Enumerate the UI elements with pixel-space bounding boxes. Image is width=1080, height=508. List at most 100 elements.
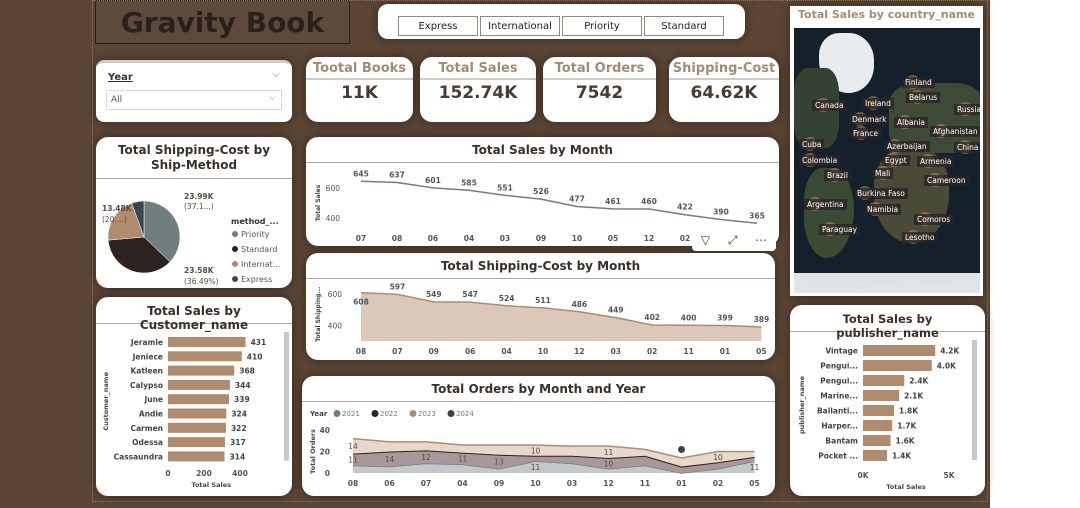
orders-card: Total Orders by Month and Year Year 2021 2…	[302, 376, 775, 496]
map-country-label[interactable]: Cameroon	[924, 175, 969, 186]
bar	[168, 337, 246, 347]
bar-value: 368	[239, 367, 255, 376]
pie-pct: (36.49%)	[184, 277, 219, 286]
data-label: 365	[749, 211, 765, 220]
legend-marker	[232, 276, 238, 282]
data-label: 10	[604, 459, 614, 468]
bar-value: 324	[231, 410, 247, 419]
slicer-priority[interactable]: Priority	[562, 16, 642, 36]
map-country-label[interactable]: Afghanistan	[930, 126, 980, 137]
bar-category: Carmen	[130, 424, 163, 433]
slicer-international[interactable]: International	[480, 16, 560, 36]
more-options-icon[interactable]: ⋯	[755, 233, 768, 247]
area-2023	[353, 438, 755, 467]
bar	[863, 435, 891, 446]
data-label: 11	[750, 463, 760, 472]
x-tick: 200	[196, 469, 212, 478]
map-country-label[interactable]: Paraguay	[819, 224, 861, 235]
slicer-express[interactable]: Express	[398, 16, 478, 36]
x-tick: 06	[428, 234, 438, 243]
dashboard-title: Gravity Book	[95, 0, 350, 44]
legend-item: 2024	[456, 410, 474, 418]
bar	[168, 394, 230, 405]
map-country-label[interactable]: Namibia	[864, 204, 902, 215]
y-tick: 600	[328, 290, 343, 299]
data-label: 526	[533, 187, 549, 196]
map-country-label[interactable]: Belarus	[906, 92, 941, 103]
slicer-standard[interactable]: Standard	[644, 16, 724, 36]
map-view[interactable]: Finland Canada Ireland Belarus Russia Denmark…	[794, 28, 980, 293]
kpi-label: Total Sales	[420, 57, 536, 80]
map-country-label[interactable]: Brazil	[824, 170, 851, 181]
map-country-label[interactable]: Cuba	[799, 139, 825, 150]
bar	[863, 360, 932, 371]
line-2023	[352, 437, 755, 459]
data-label: 402	[644, 313, 660, 322]
map-country-label[interactable]: France	[850, 128, 881, 139]
scrollbar[interactable]	[284, 332, 289, 461]
pie-label: 23.99K	[184, 192, 215, 201]
map-country-label[interactable]: Denmark	[849, 114, 890, 125]
bar-category: Jeramie	[130, 338, 163, 347]
kpi-label: Tootal Books	[306, 57, 413, 80]
map-country-label[interactable]: Lesotho	[902, 232, 938, 243]
pie-slice-priority	[143, 200, 181, 263]
ship-method-slicer: Express International Priority Standard	[378, 4, 745, 39]
data-label: 551	[497, 183, 513, 192]
scrollbar[interactable]	[972, 340, 977, 460]
map-country-label[interactable]: Mali	[872, 168, 894, 179]
pie-title: Total Shipping-Cost by Ship-Method	[96, 137, 292, 179]
kpi-total-books: Tootal Books 11K	[306, 57, 413, 122]
x-tick: 09	[429, 347, 439, 356]
pie-card: Total Shipping-Cost by Ship-Method 23.99…	[96, 137, 292, 288]
y-tick: 0	[325, 469, 330, 478]
kpi-shipping-cost: Shipping-Cost 64.62K	[669, 57, 779, 122]
map-country-label[interactable]: Colombia	[799, 155, 841, 166]
map-country-label[interactable]: Argentina	[804, 199, 847, 210]
data-label: 460	[641, 197, 657, 206]
y-axis-label: Total Sales	[315, 184, 322, 221]
sales-line	[360, 180, 758, 224]
map-country-label[interactable]: China	[954, 142, 980, 153]
chevron-down-icon[interactable]: ⌵	[272, 69, 280, 80]
pie-legend-item: Priority	[241, 230, 270, 239]
year-slicer: Year ⌵ All ⌵	[96, 60, 292, 122]
x-tick: 0	[165, 469, 170, 478]
map-country-label[interactable]: Egypt	[882, 155, 910, 166]
map-country-label[interactable]: Azerbaijan	[884, 141, 930, 152]
kpi-label: Shipping-Cost	[669, 57, 779, 80]
antarctica	[794, 273, 980, 293]
sales-month-title: Total Sales by Month	[306, 137, 779, 163]
x-tick: 05	[749, 479, 759, 488]
bar-category: Andie	[139, 410, 163, 419]
bar-category: Pengui...	[820, 377, 858, 386]
x-tick: 08	[348, 479, 358, 488]
x-tick: 04	[464, 234, 474, 243]
map-country-label[interactable]: Comoros	[914, 214, 954, 225]
y-tick: 20	[320, 448, 330, 457]
shipping-area	[361, 292, 762, 341]
data-label: 486	[572, 300, 588, 309]
filter-icon[interactable]: ▽	[700, 233, 711, 247]
x-tick: 08	[392, 234, 402, 243]
focus-mode-icon[interactable]: ⤢	[727, 232, 738, 247]
legend-title: Year	[309, 410, 328, 418]
map-country-label[interactable]: Albania	[894, 117, 929, 128]
y-axis-label: Total Orders	[309, 429, 317, 474]
map-country-label[interactable]: Armenia	[917, 156, 955, 167]
map-country-label[interactable]: Ireland	[862, 98, 894, 109]
year-dropdown[interactable]: All ⌵	[106, 90, 282, 110]
map-country-label[interactable]: Canada	[812, 100, 847, 111]
shipping-line	[360, 291, 762, 328]
point-2024	[678, 446, 685, 453]
customer-title: Total Sales by Customer_name	[96, 297, 292, 332]
bar	[863, 450, 888, 461]
map-country-label[interactable]: Burkina Faso	[854, 188, 908, 199]
bar-category: Jeniece	[132, 352, 163, 361]
bar-value: 314	[230, 452, 246, 461]
x-tick: 06	[384, 479, 394, 488]
map-country-label[interactable]: Russia	[954, 104, 980, 115]
data-label: 389	[754, 315, 770, 324]
map-country-label[interactable]: Finland	[902, 77, 935, 88]
y-axis-label: Customer_name	[102, 371, 110, 430]
